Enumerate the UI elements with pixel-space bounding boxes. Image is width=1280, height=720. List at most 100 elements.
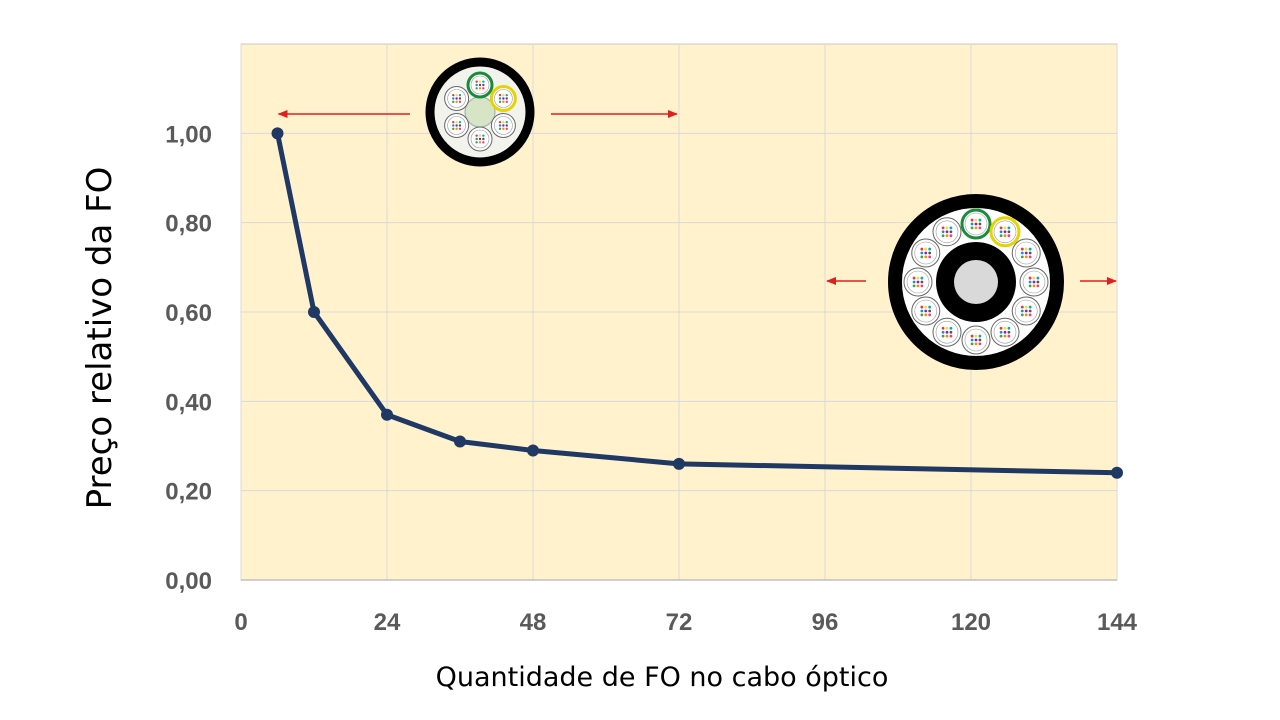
buffer-tube-inner: [447, 116, 466, 135]
fiber-dot: [924, 255, 928, 259]
fiber-dot: [482, 80, 485, 83]
fiber-dot: [916, 280, 920, 284]
buffer-tube-inner: [494, 116, 513, 135]
fiber-dot: [478, 83, 482, 87]
fiber-dot: [949, 330, 953, 334]
buffer-tube-inner: [470, 129, 490, 149]
fiber-dot: [1007, 330, 1011, 334]
buffer-tube-inner: [447, 89, 466, 108]
fiber-dot: [970, 226, 974, 230]
buffer-tube-inner: [1014, 299, 1038, 323]
fiber-dot: [978, 342, 982, 346]
y-axis-title: Preço relativo da FO: [80, 167, 120, 510]
fiber-dot: [478, 137, 482, 141]
fiber-dot: [1028, 251, 1032, 255]
fiber-dot: [949, 334, 953, 338]
fiber-dot: [478, 80, 482, 83]
fiber-dot: [920, 251, 924, 255]
fiber-dot: [482, 87, 485, 90]
fiber-dot: [1020, 255, 1024, 259]
buffer-tube-inner: [964, 212, 988, 236]
fiber-dot: [478, 134, 482, 137]
fiber-dot: [1028, 305, 1032, 309]
fiber-dot: [920, 276, 924, 280]
fiber-dot: [949, 230, 953, 234]
fiber-dot: [1007, 334, 1011, 338]
fiber-dot: [1020, 313, 1024, 317]
fiber-dot: [1024, 309, 1028, 313]
fiber-dot: [928, 251, 932, 255]
fiber-dot: [452, 124, 455, 127]
fiber-dot: [475, 80, 478, 83]
fiber-dot: [924, 309, 928, 313]
fiber-dot: [502, 93, 505, 97]
fiber-dot: [945, 226, 949, 230]
fiber-dot: [974, 338, 978, 342]
fiber-dot: [475, 134, 478, 137]
buffer-tube-inner: [470, 75, 490, 95]
x-tick-label: 72: [666, 609, 693, 636]
fiber-dot: [928, 255, 932, 259]
data-point: [454, 435, 466, 448]
fiber-dot: [458, 100, 462, 104]
fiber-dot: [945, 234, 949, 238]
fiber-dot: [928, 309, 932, 313]
fiber-dot: [999, 330, 1003, 334]
y-axis-ticks: 0,00 0,20 0,40 0,60 0,80 1,00: [165, 121, 212, 595]
fiber-dot: [916, 284, 920, 288]
large-fiber-cable-cross-section-icon: [888, 194, 1064, 370]
fiber-dot: [458, 124, 462, 127]
fiber-dot: [970, 218, 974, 222]
fiber-dot: [1003, 326, 1007, 330]
fiber-dot: [970, 222, 974, 226]
fiber-dot: [498, 93, 502, 97]
fiber-dot: [978, 338, 982, 342]
fiber-dot: [978, 334, 982, 338]
fiber-dot: [458, 120, 462, 124]
fiber-dot: [1032, 284, 1036, 288]
y-tick-label: 0,60: [165, 300, 212, 327]
fiber-dot: [941, 334, 945, 338]
fiber-dot: [482, 134, 485, 137]
fiber-dot: [999, 230, 1003, 234]
gridlines: [240, 44, 1118, 581]
fiber-dot: [974, 222, 978, 226]
fiber-dot: [475, 87, 478, 90]
fiber-dot: [502, 124, 505, 127]
fiber-dot: [1028, 255, 1032, 259]
fiber-dot: [970, 338, 974, 342]
fiber-dot: [999, 334, 1003, 338]
fiber-dot: [941, 330, 945, 334]
fiber-dot: [912, 276, 916, 280]
fiber-dot: [1003, 330, 1007, 334]
fiber-dot: [912, 284, 916, 288]
data-point: [271, 127, 284, 140]
fiber-dot: [482, 83, 485, 87]
fiber-dot: [974, 226, 978, 230]
x-tick-label: 120: [951, 609, 991, 636]
buffer-tube-inner: [1022, 270, 1046, 294]
fiber-dot: [505, 93, 508, 97]
fiber-dot: [1020, 247, 1024, 251]
fiber-dot: [978, 226, 982, 230]
fiber-dot: [1024, 305, 1028, 309]
y-tick-label: 0,20: [165, 479, 212, 506]
fiber-dot: [920, 284, 924, 288]
fiber-dot: [920, 309, 924, 313]
x-tick-label: 0: [234, 609, 247, 636]
fiber-dot: [1032, 276, 1036, 280]
buffer-tube-inner: [993, 220, 1017, 244]
fiber-dot: [1028, 284, 1032, 288]
fiber-dot: [458, 127, 462, 131]
fiber-dot: [974, 218, 978, 222]
data-point: [308, 306, 320, 318]
fiber-dot: [924, 313, 928, 317]
fiber-dot: [920, 255, 924, 259]
fiber-dot: [498, 97, 502, 100]
fiber-dot: [498, 120, 502, 124]
fiber-dot: [999, 326, 1003, 330]
fiber-dot: [920, 247, 924, 251]
fiber-dot: [1020, 251, 1024, 255]
fiber-dot: [455, 124, 458, 127]
